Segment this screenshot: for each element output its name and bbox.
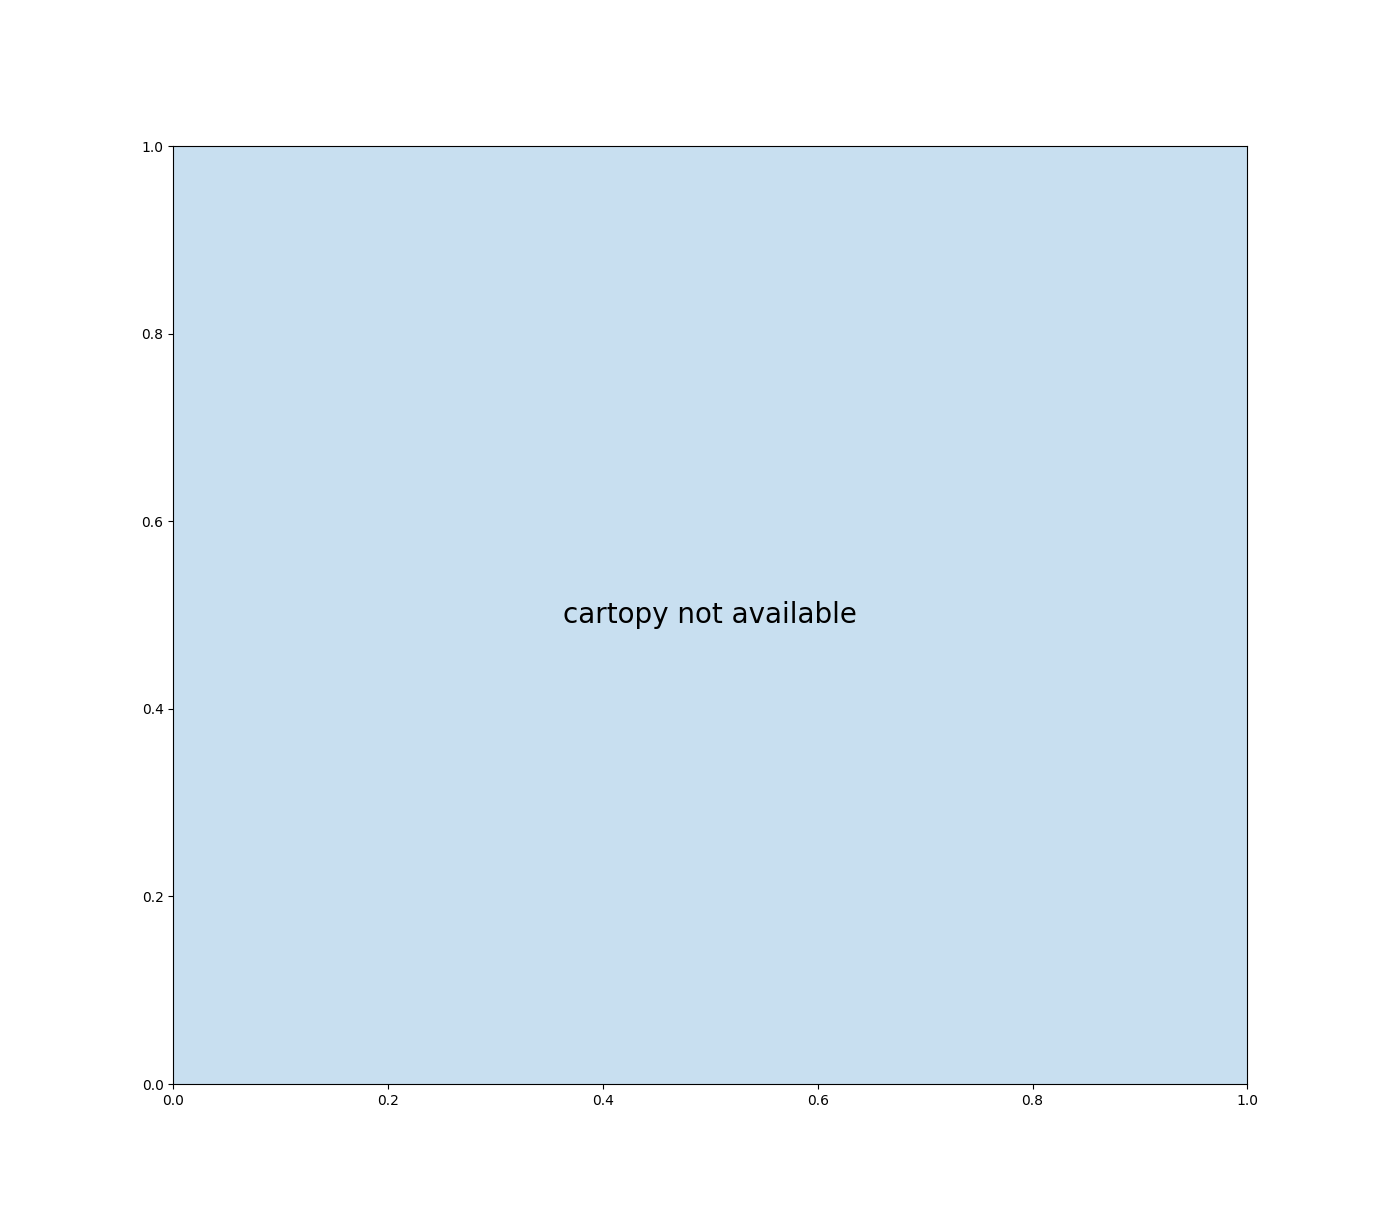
Text: cartopy not available: cartopy not available — [563, 602, 858, 628]
